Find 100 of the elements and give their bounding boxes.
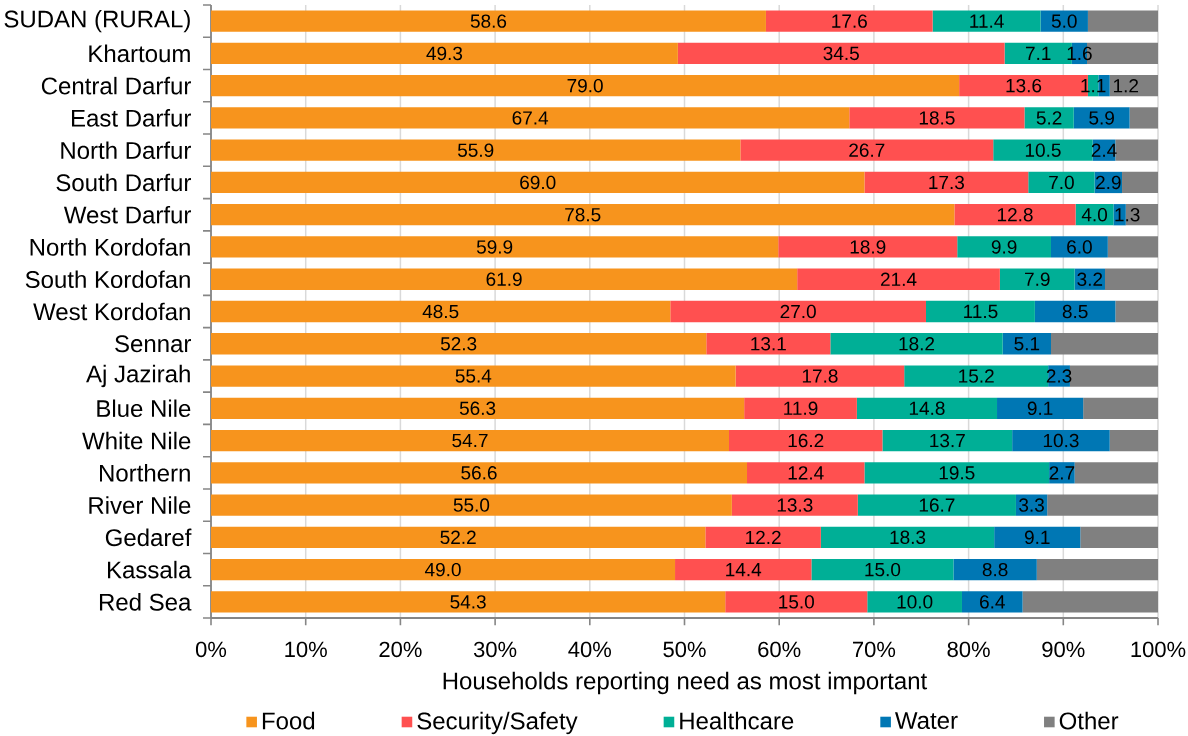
y-tick-label: White Nile [82, 431, 191, 450]
data-label: 54.7 [452, 433, 488, 448]
data-label: 4.0 [1081, 207, 1108, 222]
bar [211, 333, 707, 355]
bar [1080, 526, 1159, 548]
bar [1047, 494, 1159, 516]
bar [957, 236, 1051, 258]
y-tick-label: West Darfur [63, 205, 191, 224]
bar [864, 462, 1050, 484]
data-label: 3.3 [1019, 498, 1044, 512]
bar [925, 300, 1035, 323]
y-tick-label: Red Sea [99, 593, 192, 611]
bar [211, 75, 960, 97]
bar [1087, 10, 1159, 32]
x-axis-title: Households reporting need as most important [443, 671, 928, 695]
bar [1074, 462, 1159, 484]
data-label: 13.6 [1006, 78, 1042, 93]
bar [1073, 107, 1130, 129]
x-tick-label: 60% [758, 641, 801, 658]
bar [1129, 107, 1159, 129]
bar [953, 558, 1037, 581]
legend-label: Water [895, 712, 958, 729]
data-label: 10.3 [1043, 433, 1079, 448]
bar [677, 42, 1005, 65]
data-label: 15.2 [959, 369, 994, 383]
bar [961, 591, 1023, 613]
bar [725, 591, 868, 613]
y-tick-label: River Nile [89, 496, 191, 514]
bar [747, 462, 865, 484]
data-label: 55.0 [453, 498, 490, 512]
bar [211, 462, 748, 484]
bar [1107, 236, 1159, 258]
data-label: 27.0 [780, 304, 816, 319]
data-label: 5.0 [1051, 14, 1077, 28]
data-label: 61.9 [486, 272, 522, 286]
data-label: 9.1 [1027, 401, 1053, 416]
bar [670, 300, 926, 323]
data-label: 5.9 [1089, 111, 1114, 125]
bar [211, 42, 678, 65]
bar [740, 139, 994, 161]
y-tick-label: South Kordofan [25, 270, 190, 289]
data-label: 49.0 [424, 562, 461, 577]
bar [211, 300, 671, 323]
bar [778, 236, 958, 258]
data-label: 2.9 [1096, 175, 1121, 190]
bar [211, 139, 741, 161]
bar [211, 365, 736, 387]
legend-label: Healthcare [680, 711, 794, 730]
bar [797, 268, 1000, 290]
bar [820, 526, 995, 548]
bar [954, 204, 1076, 226]
data-label: 17.8 [802, 369, 838, 383]
x-tick-label: 0% [195, 641, 227, 658]
data-label: 21.4 [880, 272, 917, 286]
bar [211, 558, 676, 581]
y-tick-label: Gedaref [105, 528, 192, 547]
bar [994, 526, 1081, 548]
data-label: 34.5 [823, 46, 859, 61]
bar [211, 171, 865, 194]
data-label: 5.2 [1036, 111, 1062, 125]
bar [1028, 171, 1095, 194]
data-label: 67.4 [512, 111, 549, 125]
bar [211, 268, 798, 290]
data-label: 69.0 [520, 175, 556, 190]
bar [1022, 591, 1159, 613]
data-label: 7.9 [1025, 272, 1050, 286]
bar [744, 397, 857, 419]
data-label: 12.4 [788, 466, 824, 480]
data-label: 7.0 [1049, 175, 1074, 190]
y-tick-label: Northern [100, 464, 190, 482]
bar [882, 429, 1013, 452]
bar [1050, 333, 1159, 355]
x-tick-label: 100% [1131, 641, 1186, 658]
data-label: 10.0 [897, 595, 933, 609]
y-tick-label: South Darfur [56, 173, 191, 192]
bar [1115, 139, 1159, 161]
bar [735, 365, 905, 387]
data-label: 7.1 [1025, 46, 1051, 60]
bar [211, 591, 726, 613]
data-label: 17.6 [832, 14, 867, 28]
bar [1083, 397, 1159, 419]
data-label: 18.2 [899, 337, 935, 351]
legend-label: Food [262, 711, 315, 730]
data-label: 8.8 [982, 562, 1008, 577]
data-label: 9.1 [1024, 530, 1050, 545]
bar [765, 10, 933, 32]
bar [1040, 10, 1088, 32]
bar [932, 10, 1041, 32]
data-label: 55.4 [455, 369, 492, 383]
data-label: 14.4 [726, 563, 762, 577]
legend-label: Other [1059, 711, 1119, 730]
bar [1115, 300, 1159, 323]
data-label: 48.5 [422, 304, 459, 319]
y-tick-label: Sennar [115, 335, 191, 353]
bar [1012, 429, 1110, 452]
data-label: 10.5 [1025, 143, 1061, 157]
data-label: 13.7 [930, 433, 965, 448]
data-label: 78.5 [565, 207, 601, 222]
data-label: 54.3 [450, 595, 486, 609]
data-label: 1.2 [1113, 79, 1139, 93]
